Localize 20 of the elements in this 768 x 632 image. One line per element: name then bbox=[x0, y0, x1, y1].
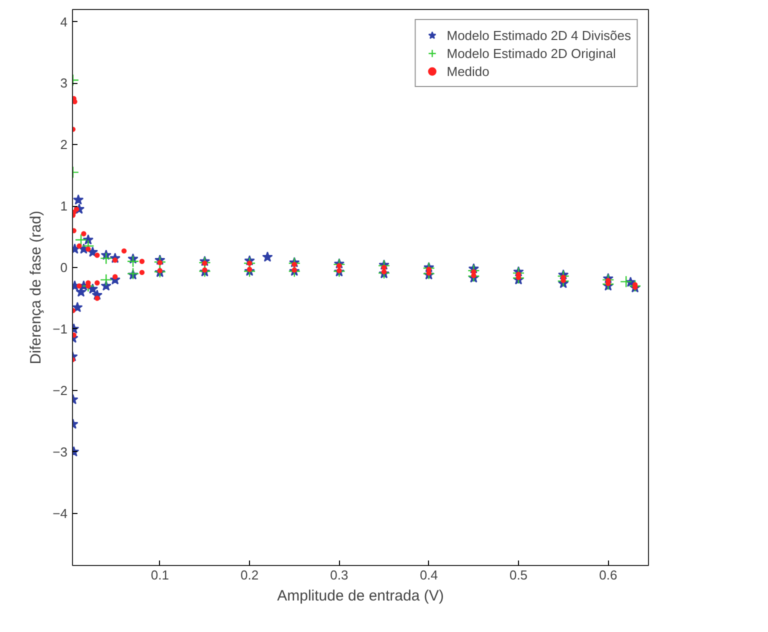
y-tick-label: 4 bbox=[60, 14, 68, 30]
y-tick-label: −3 bbox=[52, 444, 68, 460]
y-tick-label: 0 bbox=[60, 260, 68, 276]
x-tick-label: 0.1 bbox=[150, 568, 169, 582]
legend-label: Medido bbox=[446, 62, 490, 80]
x-axis-title: Amplitude de entrada (V) bbox=[277, 588, 444, 604]
legend-label: Modelo Estimado 2D Original bbox=[446, 44, 616, 62]
x-tick-label: 0.4 bbox=[420, 568, 438, 582]
y-tick-label: 2 bbox=[60, 137, 68, 152]
x-tick-label: 0.6 bbox=[599, 568, 618, 582]
y-tick-label: −1 bbox=[52, 321, 68, 336]
x-tick-label: 0.2 bbox=[240, 568, 259, 582]
x-tick-label: 0.5 bbox=[509, 568, 528, 582]
y-tick-label: −2 bbox=[52, 382, 68, 398]
y-tick-label: 3 bbox=[60, 76, 68, 91]
x-tick-label: 0.3 bbox=[330, 568, 348, 582]
y-tick-label: −4 bbox=[52, 506, 68, 521]
y-tick-label: 1 bbox=[60, 198, 68, 214]
y-axis-title: Diferença de fase (rad) bbox=[28, 210, 45, 364]
legend-label: Modelo Estimado 2D 4 Divisões bbox=[446, 26, 631, 44]
